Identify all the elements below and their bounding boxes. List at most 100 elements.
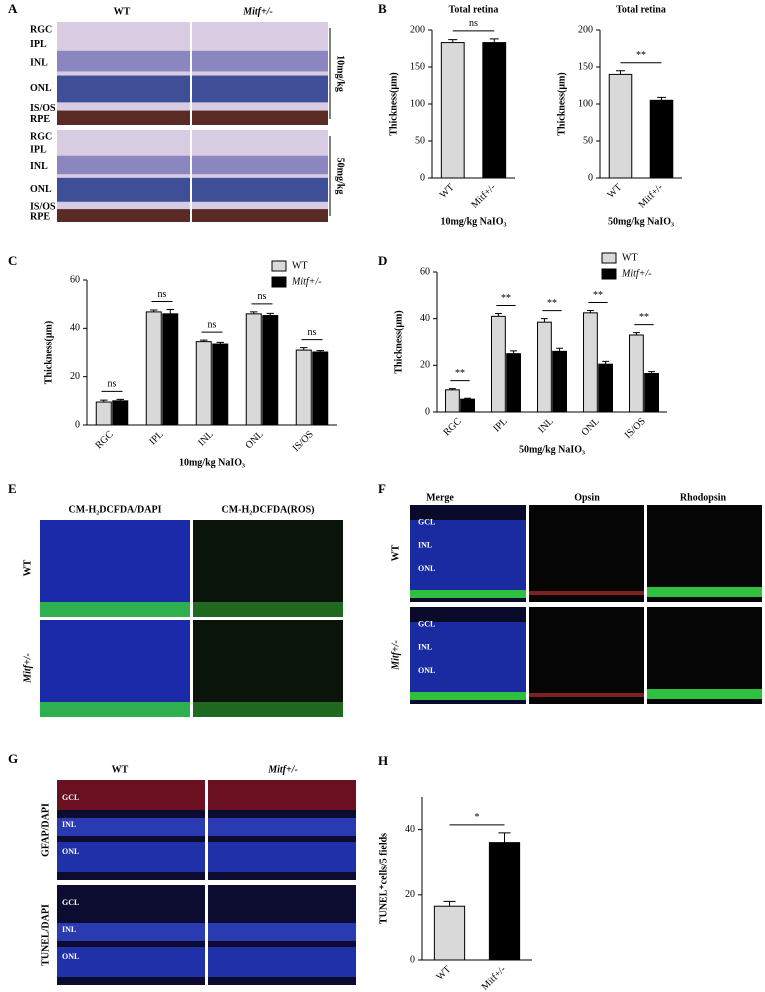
bar [195, 341, 212, 426]
chart-title: Total retina [449, 4, 499, 15]
error-bar [615, 70, 626, 75]
error-bar [443, 900, 456, 907]
y-tick-label: 20 [405, 889, 415, 900]
layer-label: IPL [30, 145, 47, 156]
layer-label: ONL [418, 564, 435, 573]
layer-label: IS/OS [30, 103, 56, 114]
error-bar [556, 347, 564, 352]
y-axis-label: Thickness(μm) [393, 310, 404, 373]
bar [491, 315, 506, 413]
x-tick-label: IS/OS [623, 416, 648, 441]
y-tick-label: 200 [410, 24, 425, 35]
image-region [57, 155, 190, 175]
x-axis-label: 50mg/kg NaIO₃ [519, 444, 585, 455]
layer-label: RGC [30, 25, 52, 36]
y-tick-label: 50 [415, 135, 425, 146]
bar [598, 363, 613, 413]
error-bar [656, 96, 667, 101]
legend-swatch [271, 276, 287, 288]
layer-label: ONL [418, 666, 435, 675]
y-tick-label: 40 [405, 824, 415, 835]
row-label: Mitf+/- [390, 640, 401, 671]
image-region [208, 947, 356, 977]
significance-label: ns [258, 291, 267, 302]
bar [583, 312, 598, 413]
image-region [647, 505, 762, 602]
dose-label: 10mg/kg [335, 55, 346, 92]
bar [262, 315, 279, 426]
significance-label: * [475, 812, 480, 823]
legend-label: WT [292, 260, 308, 271]
image-region [192, 75, 328, 103]
layer-label: IS/OS [30, 202, 56, 213]
significance-label: ** [455, 368, 465, 379]
column-label: Rhodopsin [680, 492, 727, 503]
y-axis-label: Thickness(μm) [388, 72, 399, 135]
layer-label: INL [418, 643, 432, 652]
image-region [193, 602, 343, 617]
y-tick-label: 150 [578, 61, 593, 72]
legend-swatch [601, 252, 617, 264]
row-label: GFAP/DAPI [40, 803, 51, 857]
bar [295, 349, 312, 426]
image-region [192, 110, 328, 125]
column-label: Mitf+/- [242, 6, 273, 17]
y-tick-label: 50 [583, 135, 593, 146]
chart-title: Total retina [616, 4, 666, 15]
x-axis-label: 10mg/kg NaIO₃ [179, 457, 245, 468]
bar [537, 321, 552, 413]
panel-letter: A [8, 1, 18, 16]
y-tick-label: 20 [70, 371, 80, 382]
x-tick-label: IS/OS [291, 429, 316, 454]
bar [162, 313, 179, 426]
y-tick-label: 0 [75, 419, 80, 430]
y-tick-label: 200 [578, 24, 593, 35]
image-region [193, 702, 343, 717]
error-bar [316, 350, 324, 353]
significance-label: ns [108, 379, 117, 390]
bar [312, 351, 329, 426]
image-region [208, 923, 356, 941]
bar [506, 353, 521, 413]
column-label: WT [112, 764, 129, 775]
dose-label: 50mg/kg [335, 158, 346, 195]
layer-label: GCL [62, 793, 79, 802]
error-bar [464, 397, 472, 400]
error-bar [632, 332, 640, 335]
image-region [410, 590, 526, 598]
x-axis-label: 50mg/kg NaIO₃ [608, 216, 674, 227]
image-region [410, 520, 526, 590]
image-region [57, 209, 190, 222]
bar [649, 99, 674, 179]
legend-label: Mitf+/- [621, 268, 652, 279]
image-region [208, 818, 356, 836]
x-tick-label: Mitf+/- [469, 182, 498, 211]
significance-label: ** [593, 290, 603, 301]
layer-label: INL [62, 925, 76, 934]
image-region [529, 607, 644, 704]
legend-swatch [601, 268, 617, 280]
x-tick-label: IPL [147, 429, 165, 447]
error-bar [489, 38, 499, 43]
y-tick-label: 20 [420, 360, 430, 371]
x-axis-label: 10mg/kg NaIO₃ [440, 216, 506, 227]
row-label: WT [390, 544, 401, 561]
x-tick-label: ONL [579, 416, 601, 438]
significance-label: ns [308, 327, 317, 338]
y-axis-label: Thickness(μm) [43, 321, 54, 384]
layer-label: GCL [418, 619, 435, 628]
y-tick-label: 60 [70, 274, 80, 285]
image-region [57, 177, 190, 202]
error-bar [200, 339, 208, 342]
image-region [57, 110, 190, 125]
error-bar [150, 309, 158, 312]
layer-label: ONL [62, 952, 79, 961]
image-region [40, 602, 190, 617]
error-bar [602, 360, 610, 365]
x-tick-label: WT [434, 964, 453, 983]
image-region [208, 780, 356, 810]
image-region [40, 702, 190, 717]
column-label: CM-H₂DCFDA(ROS) [222, 504, 315, 515]
bar [145, 311, 162, 426]
